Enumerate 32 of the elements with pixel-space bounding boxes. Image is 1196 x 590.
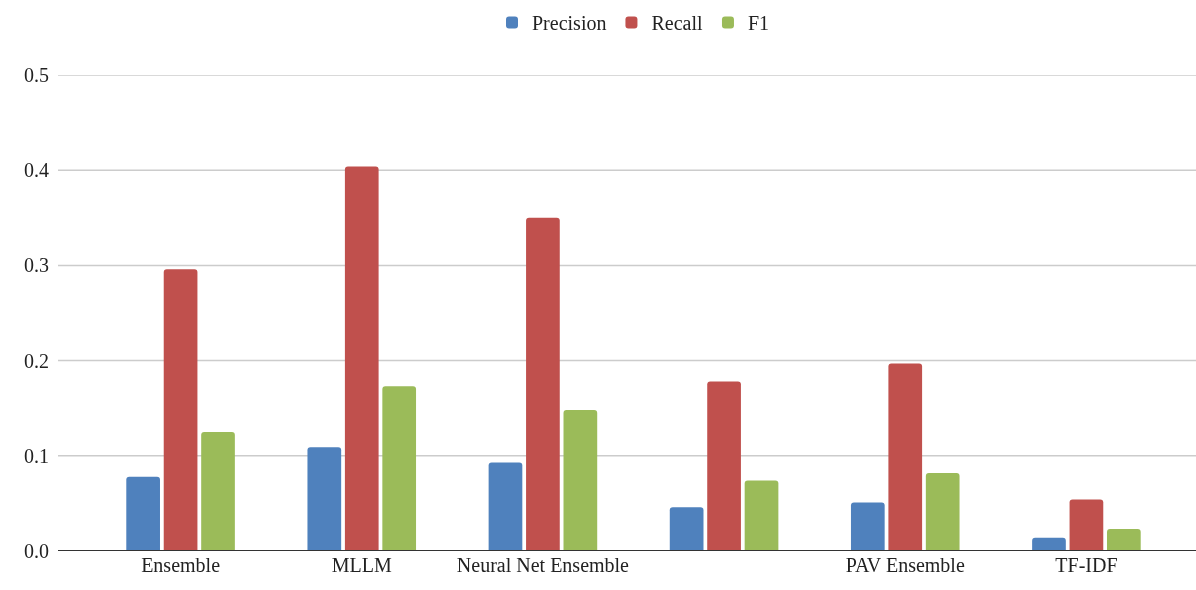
y-tick-label: 0.1 bbox=[24, 444, 49, 467]
bar bbox=[850, 502, 885, 551]
x-tick-label: MLLM bbox=[331, 554, 392, 576]
bar bbox=[344, 166, 379, 551]
bar bbox=[707, 381, 741, 551]
bar bbox=[201, 432, 235, 551]
x-tick-label: PAV Ensemble bbox=[845, 554, 965, 576]
bar bbox=[382, 386, 417, 551]
y-tick-label: 0.4 bbox=[24, 159, 49, 182]
legend-label: F1 bbox=[747, 12, 770, 35]
bar bbox=[669, 507, 704, 551]
bar bbox=[1032, 537, 1066, 551]
bar bbox=[744, 480, 779, 551]
bar bbox=[526, 217, 560, 551]
bar bbox=[1069, 499, 1104, 551]
x-tick-label: Ensemble bbox=[141, 554, 221, 576]
x-tick-label: TF-IDF bbox=[1055, 554, 1118, 576]
bar bbox=[1107, 529, 1141, 551]
bar bbox=[163, 269, 198, 551]
x-tick-label: Neural Net Ensemble bbox=[456, 554, 630, 576]
bar bbox=[307, 447, 342, 551]
bar bbox=[925, 472, 960, 551]
y-tick-label: 0.5 bbox=[24, 64, 49, 86]
y-tick-label: 0.3 bbox=[24, 254, 49, 277]
legend-label: Recall bbox=[651, 12, 703, 35]
bar bbox=[888, 363, 923, 551]
bar bbox=[563, 410, 598, 551]
bar bbox=[126, 476, 160, 551]
y-tick-label: 0.0 bbox=[24, 540, 49, 562]
legend-label: Precision bbox=[532, 12, 607, 35]
bar bbox=[488, 462, 523, 551]
y-tick-label: 0.2 bbox=[24, 349, 49, 372]
